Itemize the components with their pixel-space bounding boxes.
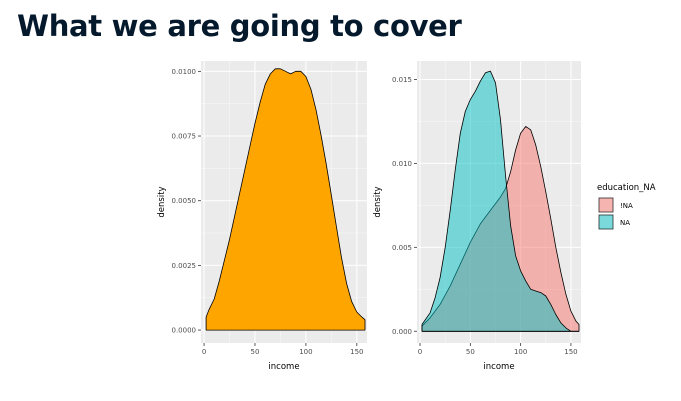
legend-key-swatch: [598, 197, 614, 213]
income-density-chart: 0 50 100 150 0.0000 0.0025 0.0050 0.0075 0.0100 i…: [157, 61, 367, 372]
x-tick-label: 100: [299, 348, 312, 356]
x-tick-label: 0: [202, 348, 206, 356]
y-tick-label: 0.010: [392, 160, 412, 168]
education-na-legend: education_NA !NA NA: [597, 183, 656, 230]
y-tick-label: 0.0075: [172, 133, 197, 141]
density-area: [205, 68, 366, 331]
x-axis-title: income: [268, 362, 299, 372]
x-tick-label: 50: [251, 348, 260, 356]
x-tick-label: 150: [564, 348, 577, 356]
legend-label: !NA: [620, 202, 633, 210]
y-tick-label: 0.0000: [172, 327, 197, 335]
y-tick-label: 0.015: [392, 76, 412, 84]
x-tick-label: 50: [466, 348, 475, 356]
y-tick-label: 0.005: [392, 244, 412, 252]
legend-label: NA: [620, 219, 630, 227]
x-axis-title: income: [483, 362, 514, 372]
y-axis-title: density: [373, 186, 383, 217]
x-tick-label: 150: [350, 348, 363, 356]
x-tick-label: 100: [514, 348, 527, 356]
y-tick-label: 0.0100: [172, 68, 197, 76]
slide-title: What we are going to cover: [17, 9, 462, 43]
legend-title: education_NA: [597, 183, 656, 193]
y-axis-title: density: [157, 186, 167, 217]
density-area-na: [421, 70, 580, 332]
income-density-by-education-chart: 0 50 100 150 0.000 0.005 0.010 0.015 income densi…: [373, 61, 581, 372]
y-tick-label: 0.0025: [172, 262, 197, 270]
y-tick-label: 0.0050: [172, 197, 197, 205]
y-tick-label: 0.000: [392, 328, 412, 336]
legend-key-swatch: [598, 214, 614, 230]
x-tick-label: 0: [418, 348, 422, 356]
